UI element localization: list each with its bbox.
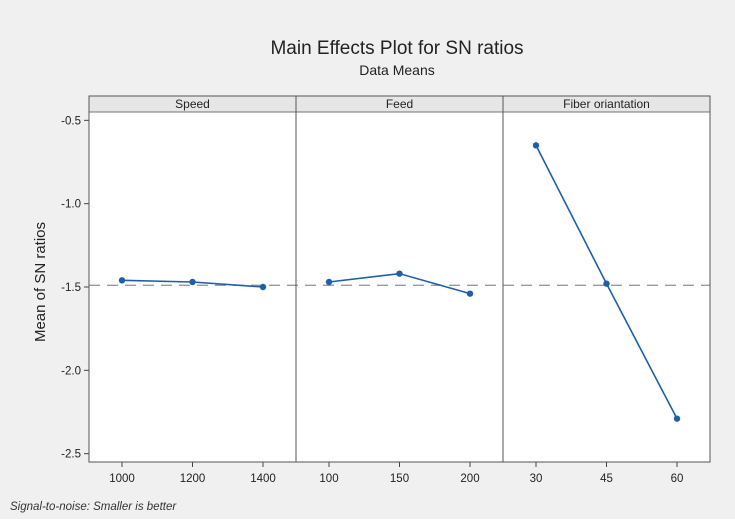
x-tick-label: 30 [530,473,543,485]
plot-frame [88,95,711,463]
y-axis-label: Mean of SN ratios [32,222,49,342]
x-tick-label: 45 [600,473,613,485]
y-tick-label: -0.5 [61,115,81,127]
x-tick-label: 1400 [250,473,276,485]
data-point [259,283,267,291]
x-tick-label: 200 [460,473,479,485]
data-point [466,290,474,297]
x-tick-label: 1200 [180,473,206,485]
chart-title: Main Effects Plot for SN ratios [270,38,523,59]
y-tick-label: -2.0 [61,365,81,377]
panel-label: Feed [386,97,413,111]
data-point [189,278,196,286]
y-tick-label: -1.5 [61,282,81,294]
data-point [396,270,403,277]
y-tick-label: -2.5 [61,449,81,461]
x-tick-label: 150 [390,473,409,485]
plot-layer: -0.5 -1.0 -1.5 -2.0 -2.5 Speed 1000 1200 1400 Fee… [61,95,711,485]
panel-label: Fiber oriantation [563,97,650,111]
chart-subtitle: Data Means [359,62,434,78]
data-point [603,280,610,287]
y-tick-label: -1.0 [61,199,81,211]
footnote: Signal-to-noise: Smaller is better [10,501,177,513]
x-tick-label: 1000 [109,473,135,485]
plot-area [89,96,710,462]
x-tick-label: 100 [319,473,338,485]
data-point [532,142,540,149]
data-point [325,278,333,286]
panel-label: Speed [175,97,210,111]
x-tick-label: 60 [671,473,684,485]
data-point [673,415,681,422]
data-point [118,277,126,284]
